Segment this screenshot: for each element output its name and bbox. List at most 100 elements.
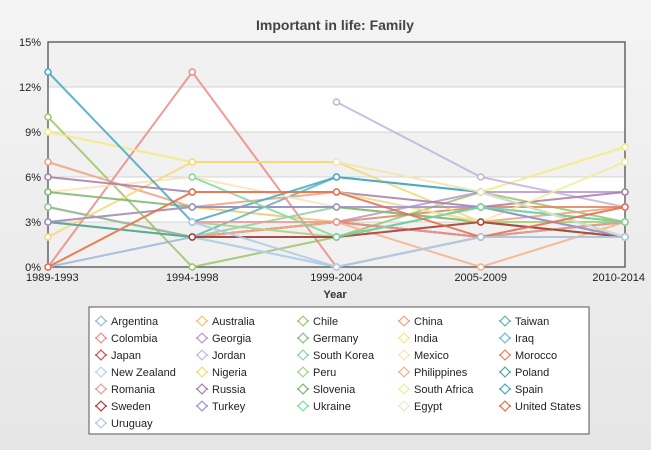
legend-item[interactable]: Uruguay — [95, 417, 153, 430]
legend-item[interactable]: Chile — [297, 315, 338, 328]
data-point[interactable] — [44, 188, 52, 196]
legend-item[interactable]: Turkey — [196, 400, 246, 413]
data-point[interactable] — [621, 188, 629, 196]
data-point[interactable] — [477, 233, 485, 241]
data-point[interactable] — [621, 143, 629, 151]
y-tick-label: 9% — [25, 127, 41, 139]
data-point[interactable] — [188, 188, 196, 196]
legend-marker-icon — [398, 332, 410, 344]
data-point[interactable] — [44, 233, 52, 241]
legend-item[interactable]: South Korea — [297, 349, 375, 362]
legend-item[interactable]: Germany — [297, 332, 359, 345]
legend-label-russia: Russia — [212, 384, 247, 396]
data-point[interactable] — [332, 173, 341, 181]
legend-marker-icon — [398, 366, 410, 378]
legend-item[interactable]: Sweden — [95, 400, 151, 413]
data-point[interactable] — [621, 203, 629, 211]
legend-item[interactable]: Japan — [95, 349, 141, 362]
x-axis-label: Year — [323, 289, 347, 301]
data-point[interactable] — [188, 158, 196, 166]
data-point[interactable] — [188, 173, 196, 181]
legend-label-slovenia: Slovenia — [313, 384, 356, 396]
data-point[interactable] — [188, 203, 196, 211]
legend-item[interactable]: Argentina — [95, 315, 159, 328]
legend-item[interactable]: Georgia — [196, 332, 252, 345]
legend-label-chile: Chile — [313, 316, 338, 328]
legend-marker-icon — [95, 349, 107, 361]
legend-item[interactable]: Spain — [499, 383, 543, 396]
legend-item[interactable]: Australia — [196, 315, 256, 328]
data-point[interactable] — [332, 203, 341, 211]
data-point[interactable] — [44, 158, 52, 166]
data-point[interactable] — [332, 158, 341, 166]
legend-item[interactable]: United States — [499, 400, 582, 413]
legend-item[interactable]: Poland — [499, 366, 549, 379]
data-point[interactable] — [44, 218, 52, 226]
data-point[interactable] — [477, 188, 485, 196]
data-point[interactable] — [332, 188, 341, 196]
data-point[interactable] — [332, 263, 341, 271]
data-point[interactable] — [188, 218, 196, 226]
legend-label-turkey: Turkey — [212, 401, 246, 413]
data-point[interactable] — [477, 203, 485, 211]
legend-item[interactable]: China — [398, 315, 444, 328]
legend-item[interactable]: Iraq — [499, 332, 534, 345]
data-point[interactable] — [44, 173, 52, 181]
legend-marker-icon — [398, 400, 410, 412]
legend-item[interactable]: Morocco — [499, 349, 557, 362]
legend: Argentina Australia Chile China Taiwan Colomb… — [88, 306, 590, 435]
legend-item[interactable]: Romania — [95, 383, 156, 396]
chart-title: Important in life: Family — [256, 17, 414, 33]
data-point[interactable] — [332, 98, 341, 106]
legend-label-sweden: Sweden — [111, 401, 151, 413]
x-tick-label: 1994-1998 — [166, 272, 219, 284]
data-point[interactable] — [44, 263, 52, 271]
legend-marker-icon — [297, 315, 309, 327]
data-point[interactable] — [44, 203, 52, 211]
data-point[interactable] — [621, 158, 629, 166]
data-point[interactable] — [44, 128, 52, 136]
legend-label-iraq: Iraq — [515, 333, 534, 345]
data-point[interactable] — [188, 233, 196, 241]
legend-item[interactable]: New Zealand — [95, 366, 176, 379]
legend-label-nigeria: Nigeria — [212, 367, 248, 379]
data-point[interactable] — [188, 68, 196, 76]
legend-item[interactable]: Egypt — [398, 400, 442, 413]
legend-item[interactable]: Slovenia — [297, 383, 356, 396]
data-point[interactable] — [477, 263, 485, 271]
data-point[interactable] — [44, 113, 52, 121]
legend-marker-icon — [196, 349, 208, 361]
legend-label-georgia: Georgia — [212, 333, 252, 345]
legend-marker-icon — [499, 400, 511, 412]
data-point[interactable] — [188, 263, 196, 271]
legend-item[interactable]: Russia — [196, 383, 247, 396]
legend-marker-icon — [398, 349, 410, 361]
legend-label-taiwan: Taiwan — [515, 316, 549, 328]
legend-item[interactable]: Taiwan — [499, 315, 549, 328]
x-tick-label: 1989-1993 — [26, 272, 79, 284]
legend-item[interactable]: Colombia — [95, 332, 158, 345]
data-point[interactable] — [621, 218, 629, 226]
legend-label-poland: Poland — [515, 367, 549, 379]
data-point[interactable] — [621, 233, 629, 241]
legend-label-australia: Australia — [212, 316, 256, 328]
legend-item[interactable]: Jordan — [196, 349, 246, 362]
data-point[interactable] — [332, 233, 341, 241]
legend-item[interactable]: Nigeria — [196, 366, 248, 379]
legend-item[interactable]: South Africa — [398, 383, 474, 396]
data-point[interactable] — [477, 173, 485, 181]
legend-item[interactable]: Peru — [297, 366, 336, 379]
y-tick-label: 3% — [25, 217, 41, 229]
legend-item[interactable]: Philippines — [398, 366, 468, 379]
data-point[interactable] — [477, 218, 485, 226]
legend-marker-icon — [398, 315, 410, 327]
legend-marker-icon — [95, 332, 107, 344]
legend-item[interactable]: India — [398, 332, 439, 345]
legend-marker-icon — [297, 383, 309, 395]
series-uruguay — [188, 218, 629, 271]
data-point[interactable] — [44, 68, 52, 76]
legend-marker-icon — [95, 400, 107, 412]
legend-item[interactable]: Ukraine — [297, 400, 351, 413]
legend-item[interactable]: Mexico — [398, 349, 449, 362]
data-point[interactable] — [332, 218, 341, 226]
